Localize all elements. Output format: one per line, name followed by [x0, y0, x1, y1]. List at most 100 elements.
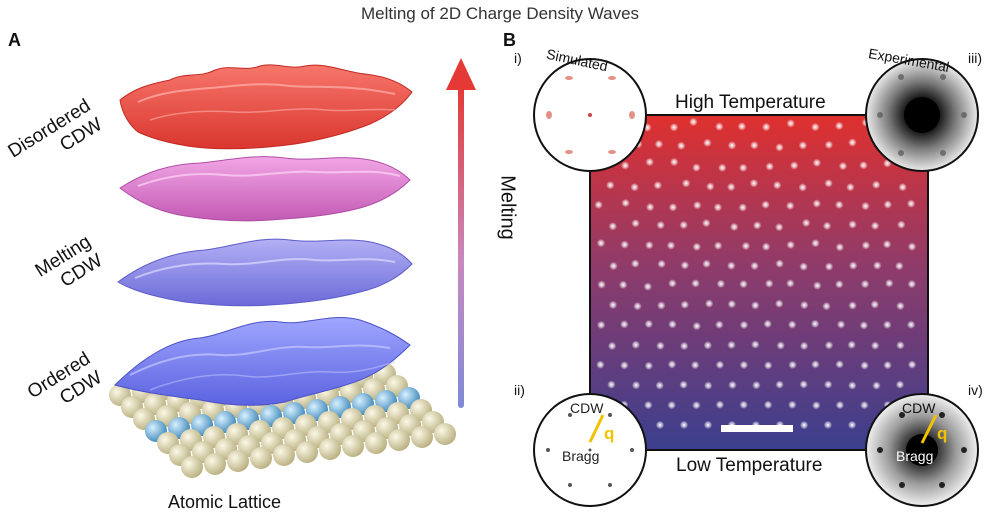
- cdw-spot: [621, 161, 630, 170]
- cdw-spot: [691, 279, 700, 288]
- cdw-spot: [786, 240, 795, 250]
- cdw-spot: [873, 261, 882, 270]
- cdw-spot: [680, 300, 689, 309]
- cdw-spot: [802, 218, 811, 228]
- cdw-spot: [859, 321, 869, 330]
- cdw-spot: [906, 320, 916, 329]
- lattice-atom: [388, 429, 410, 451]
- cdw-spot: [677, 141, 686, 150]
- cdw-spot: [775, 380, 784, 389]
- cdw-spot: [765, 162, 774, 171]
- cdw-spot: [655, 381, 664, 390]
- disordered-cdw-sheet: [119, 64, 413, 150]
- cdw-spot: [872, 381, 881, 390]
- cdw-spot: [713, 203, 723, 212]
- cdw-spot: [871, 341, 880, 350]
- cdw-spot: [762, 122, 771, 132]
- cdw-spot: [848, 220, 857, 229]
- cdw-spot: [741, 241, 751, 251]
- cdw-spot: [824, 341, 834, 350]
- cdw-spot: [849, 261, 858, 270]
- cdw-spot: [775, 223, 784, 232]
- cdw-spot: [753, 221, 762, 230]
- lattice-atom: [296, 441, 318, 463]
- cdw-spot: [657, 259, 666, 269]
- cdw-spot: [739, 279, 748, 289]
- cdw-spot: [907, 279, 916, 289]
- cdw-spot: [846, 183, 855, 192]
- cdw-spot: [847, 340, 856, 349]
- cdw-spot: [788, 360, 797, 370]
- cdw-spot: [907, 242, 917, 251]
- inset-iv-bragg-label: Bragg: [896, 448, 934, 464]
- cdw-spot: [775, 259, 784, 268]
- cdw-spot: [776, 341, 785, 350]
- cdw-spot: [824, 380, 833, 389]
- cdw-spot: [907, 360, 917, 369]
- cdw-spot: [668, 203, 678, 212]
- cdw-spot: [799, 341, 809, 351]
- cdw-spot: [811, 239, 820, 248]
- cdw-spot: [737, 122, 747, 131]
- cdw-spot: [656, 341, 665, 350]
- cdw-spot: [704, 381, 713, 390]
- cdw-spot: [727, 261, 736, 270]
- cdw-spot: [812, 199, 821, 208]
- lattice-atom: [434, 423, 456, 445]
- inset-iv-cdw-label: CDW: [902, 400, 936, 416]
- cdw-spot: [739, 400, 748, 409]
- lattice-atom: [342, 435, 364, 457]
- cdw-spot: [861, 201, 870, 211]
- cdw-spot: [906, 199, 916, 208]
- melting-cdw-sheet-lower: [117, 238, 413, 307]
- cdw-spot: [619, 280, 628, 289]
- cdw-spot: [848, 301, 857, 310]
- lattice-atom: [227, 450, 249, 472]
- cdw-spot: [631, 381, 641, 390]
- cdw-spot: [727, 141, 737, 150]
- cdw-spot: [679, 420, 689, 430]
- cdw-spot: [705, 299, 714, 308]
- cdw-spot: [775, 143, 784, 152]
- cdw-spot: [896, 341, 905, 350]
- cdw-spot: [681, 179, 691, 188]
- cdw-spot: [670, 157, 679, 167]
- panel-b-label: B: [503, 30, 516, 50]
- cdw-spot: [751, 340, 760, 349]
- cdw-spot: [631, 259, 640, 268]
- cdw-spot: [596, 360, 605, 369]
- cdw-spot: [773, 181, 782, 190]
- cdw-spot: [799, 420, 809, 430]
- cdw-spot: [631, 340, 640, 349]
- cdw-spot: [885, 279, 894, 288]
- cdw-spot: [895, 380, 905, 389]
- inset-ii-cdw-label: CDW: [570, 400, 604, 416]
- cdw-spot: [786, 201, 795, 210]
- cdw-spot: [872, 180, 881, 189]
- cdw-spot: [680, 261, 690, 270]
- lattice-atom: [365, 432, 387, 454]
- cdw-spot: [657, 301, 666, 310]
- cdw-spot: [703, 138, 712, 147]
- cdw-spot: [788, 400, 797, 409]
- cdw-spot: [644, 319, 653, 329]
- cdw-spot: [859, 161, 868, 170]
- cdw-spot: [860, 361, 869, 370]
- cdw-spot: [609, 261, 618, 271]
- cdw-spot: [870, 300, 879, 309]
- cdw-spot: [653, 181, 662, 190]
- cdw-spot: [738, 203, 747, 212]
- cdw-spot: [823, 420, 833, 430]
- cdw-spot: [594, 200, 603, 209]
- cdw-spot: [645, 241, 654, 250]
- cdw-spot: [706, 182, 715, 191]
- cdw-spot: [811, 122, 820, 132]
- cdw-spot: [692, 242, 701, 251]
- cdw-spot: [824, 179, 833, 188]
- cdw-spot: [692, 321, 701, 331]
- cdw-spot: [703, 341, 712, 350]
- cdw-spot: [620, 361, 629, 370]
- cdw-spot: [702, 218, 711, 228]
- inset-ii-q-label: q: [604, 424, 615, 443]
- inset-ii-label: ii): [514, 382, 525, 398]
